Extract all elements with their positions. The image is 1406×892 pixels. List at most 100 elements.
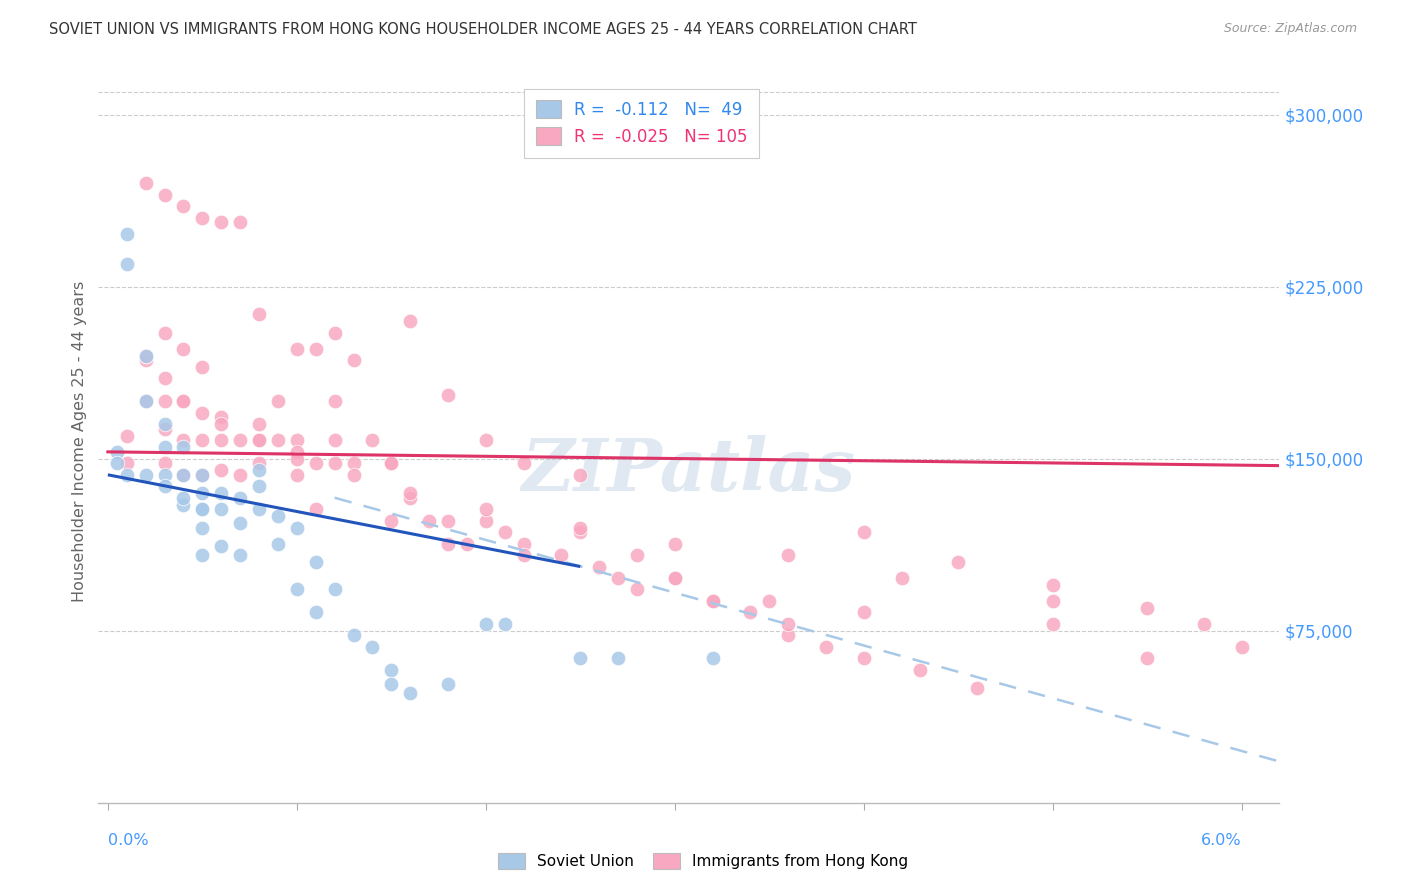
Point xyxy=(172,467,194,482)
Point xyxy=(209,539,232,553)
Point xyxy=(475,434,498,448)
Point xyxy=(115,429,138,443)
Point xyxy=(247,479,270,493)
Point xyxy=(229,434,252,448)
Point xyxy=(172,199,194,213)
Point xyxy=(569,467,592,482)
Point xyxy=(229,548,252,562)
Point xyxy=(267,536,290,550)
Point xyxy=(172,467,194,482)
Point xyxy=(172,491,194,505)
Point xyxy=(494,525,516,540)
Point xyxy=(191,502,214,516)
Point xyxy=(247,463,270,477)
Text: SOVIET UNION VS IMMIGRANTS FROM HONG KONG HOUSEHOLDER INCOME AGES 25 - 44 YEARS : SOVIET UNION VS IMMIGRANTS FROM HONG KON… xyxy=(49,22,917,37)
Point xyxy=(247,307,270,321)
Point xyxy=(191,467,214,482)
Point xyxy=(209,502,232,516)
Point xyxy=(1230,640,1253,654)
Point xyxy=(626,548,648,562)
Point xyxy=(229,491,252,505)
Point xyxy=(267,394,290,409)
Point xyxy=(209,486,232,500)
Point xyxy=(380,514,402,528)
Point xyxy=(209,410,232,425)
Point xyxy=(135,177,157,191)
Point xyxy=(115,227,138,241)
Point xyxy=(966,681,988,695)
Point xyxy=(191,486,214,500)
Point xyxy=(172,434,194,448)
Point xyxy=(569,651,592,665)
Point xyxy=(1042,578,1064,592)
Point xyxy=(135,349,157,363)
Point xyxy=(285,434,308,448)
Point xyxy=(135,353,157,368)
Point xyxy=(153,394,176,409)
Point xyxy=(229,215,252,229)
Point xyxy=(172,342,194,356)
Point xyxy=(305,502,328,516)
Point xyxy=(267,509,290,524)
Point xyxy=(191,406,214,420)
Point xyxy=(399,314,422,328)
Point xyxy=(512,456,534,470)
Point xyxy=(702,651,724,665)
Legend: R =  -0.112   N=  49, R =  -0.025   N= 105: R = -0.112 N= 49, R = -0.025 N= 105 xyxy=(524,88,759,158)
Point xyxy=(285,467,308,482)
Point xyxy=(153,440,176,454)
Point xyxy=(910,663,932,677)
Point xyxy=(191,502,214,516)
Legend: Soviet Union, Immigrants from Hong Kong: Soviet Union, Immigrants from Hong Kong xyxy=(492,847,914,875)
Point xyxy=(323,456,346,470)
Point xyxy=(323,582,346,597)
Point xyxy=(105,456,128,470)
Point xyxy=(456,536,478,550)
Point xyxy=(135,394,157,409)
Point xyxy=(153,417,176,432)
Point xyxy=(380,676,402,690)
Point xyxy=(191,211,214,225)
Point xyxy=(1042,594,1064,608)
Point xyxy=(1192,616,1215,631)
Point xyxy=(285,582,308,597)
Point xyxy=(229,516,252,530)
Point xyxy=(191,359,214,374)
Point xyxy=(209,463,232,477)
Point xyxy=(702,594,724,608)
Point xyxy=(153,467,176,482)
Point xyxy=(361,640,384,654)
Point xyxy=(588,559,610,574)
Point xyxy=(852,606,875,620)
Point xyxy=(342,353,364,368)
Point xyxy=(512,548,534,562)
Point xyxy=(758,594,780,608)
Point xyxy=(569,520,592,534)
Point xyxy=(342,467,364,482)
Point xyxy=(380,456,402,470)
Point xyxy=(778,548,800,562)
Point xyxy=(342,628,364,642)
Point xyxy=(153,479,176,493)
Point xyxy=(437,676,460,690)
Point xyxy=(475,514,498,528)
Point xyxy=(172,498,194,512)
Point xyxy=(380,456,402,470)
Point xyxy=(191,520,214,534)
Point xyxy=(229,467,252,482)
Point xyxy=(778,628,800,642)
Point xyxy=(323,434,346,448)
Point xyxy=(475,502,498,516)
Text: ZIPatlas: ZIPatlas xyxy=(522,435,856,506)
Point xyxy=(323,394,346,409)
Point xyxy=(852,651,875,665)
Point xyxy=(172,440,194,454)
Point xyxy=(361,434,384,448)
Text: 0.0%: 0.0% xyxy=(108,833,149,848)
Point xyxy=(191,467,214,482)
Point xyxy=(740,606,762,620)
Point xyxy=(778,616,800,631)
Point xyxy=(437,514,460,528)
Point xyxy=(342,456,364,470)
Point xyxy=(569,525,592,540)
